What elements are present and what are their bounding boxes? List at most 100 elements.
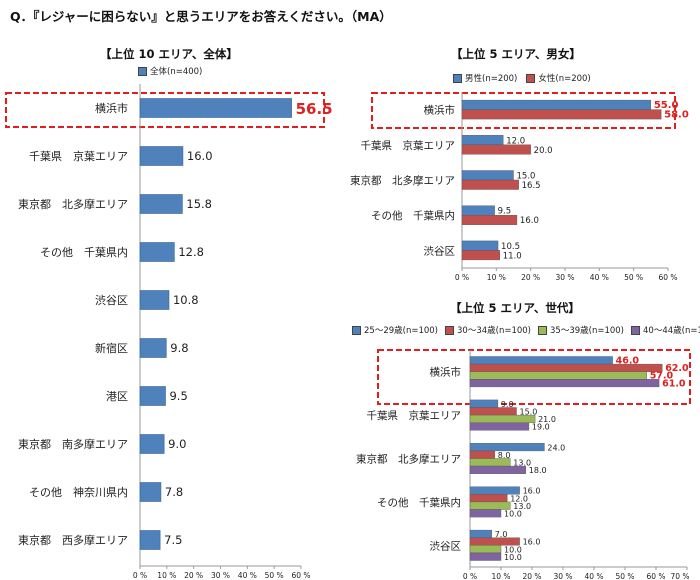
legend-label-male: 男性(n=200) — [465, 74, 518, 84]
category-label-gender: 千葉県 京葉エリア — [361, 139, 456, 152]
value-label-age: 16.0 — [523, 487, 541, 496]
bar-gender-female — [461, 179, 519, 190]
value-label-age: 12.0 — [510, 494, 528, 503]
legend-label-total: 全体(n=400) — [150, 67, 203, 77]
x-tick-label-total: 20 % — [184, 571, 203, 580]
question-title: Q．『レジャーに困らない』と思うエリアをお答えください。（MA） — [10, 9, 392, 24]
legend-swatch-total — [138, 66, 147, 76]
x-tick-label-gender: 0 % — [455, 273, 469, 282]
category-label-age: 千葉県 京葉エリア — [367, 409, 462, 422]
value-label-total: 56.5 — [296, 100, 333, 118]
value-label-total: 9.8 — [170, 341, 188, 355]
legend-age: 25～29歳(n=100) 30～34歳(n=100) 35～39歳(n=100… — [352, 324, 700, 336]
category-label-total: 東京都 南多摩エリア — [18, 437, 128, 451]
value-label-total: 10.8 — [173, 293, 199, 307]
legend-swatch-male — [453, 73, 462, 83]
x-tick-label-total: 0 % — [133, 571, 147, 580]
legend-total: 全体(n=400) — [138, 65, 202, 77]
legend-item-age4: 40～44歳(n=100) — [631, 324, 700, 336]
value-label-age: 57.0 — [650, 371, 674, 382]
bar-total — [139, 386, 166, 406]
value-label-gender: 58.0 — [664, 110, 689, 121]
bar-total — [139, 242, 175, 262]
value-label-age: 62.0 — [665, 363, 689, 374]
bar-age-3 — [469, 545, 502, 554]
bar-total — [139, 434, 165, 454]
highlight-box-total — [5, 92, 325, 128]
legend-label-female: 女性(n=200) — [538, 74, 591, 84]
value-label-gender: 12.0 — [506, 136, 525, 146]
bar-gender-male — [461, 170, 514, 181]
category-label-total: 東京都 北多摩エリア — [18, 197, 128, 211]
bar-gender-male — [461, 205, 495, 216]
bar-age-3 — [469, 371, 647, 380]
legend-label-age2: 30～34歳(n=100) — [457, 326, 531, 336]
x-tick-label-gender: 50 % — [624, 273, 643, 282]
bar-age-3 — [469, 501, 511, 510]
value-label-total: 16.0 — [187, 149, 213, 163]
bar-age-1 — [469, 443, 545, 452]
bar-age-1 — [469, 399, 499, 408]
legend-swatch-age1 — [352, 325, 361, 335]
bar-age-2 — [469, 537, 520, 546]
legend-item-age2: 30～34歳(n=100) — [445, 324, 531, 336]
bar-age-4 — [469, 509, 502, 518]
x-tick-label-total: 40 % — [238, 571, 257, 580]
x-tick-label-gender: 20 % — [521, 273, 540, 282]
value-label-total: 7.5 — [164, 533, 182, 547]
value-label-gender: 16.0 — [520, 216, 539, 226]
bar-total — [139, 338, 167, 358]
x-tick-label-total: 10 % — [157, 571, 176, 580]
value-label-gender: 20.0 — [534, 146, 553, 156]
x-tick-label-age: 70 % — [670, 572, 689, 580]
value-label-age: 16.0 — [523, 538, 541, 547]
value-label-total: 7.8 — [165, 485, 183, 499]
value-label-age: 13.0 — [513, 502, 531, 511]
legend-item-female: 女性(n=200) — [526, 72, 591, 84]
category-label-total: 渋谷区 — [95, 294, 128, 307]
category-label-gender: 渋谷区 — [424, 244, 456, 257]
x-tick-label-gender: 10 % — [487, 273, 506, 282]
x-tick-label-age: 60 % — [646, 572, 665, 580]
bar-total — [139, 194, 183, 214]
legend-item-male: 男性(n=200) — [453, 72, 517, 84]
value-label-gender: 16.5 — [522, 181, 541, 191]
value-label-total: 9.0 — [168, 437, 186, 451]
legend-label-age4: 40～44歳(n=100) — [643, 326, 700, 336]
category-label-age: 渋谷区 — [430, 539, 462, 552]
value-label-gender: 55.0 — [654, 100, 679, 111]
x-tick-label-age: 50 % — [615, 572, 634, 580]
bar-age-2 — [469, 450, 495, 459]
value-label-age: 10.0 — [504, 510, 522, 519]
category-label-total: 東京都 西多摩エリア — [18, 533, 128, 547]
category-label-total: 千葉県 京葉エリア — [29, 149, 128, 163]
legend-swatch-age3 — [538, 325, 547, 335]
category-label-age: 横浜市 — [430, 366, 462, 379]
legend-swatch-female — [526, 73, 536, 83]
category-label-gender: 横浜市 — [424, 104, 456, 117]
bar-gender-female — [461, 109, 662, 120]
x-tick-label-gender: 40 % — [590, 273, 609, 282]
legend-item-age3: 35～39歳(n=100) — [538, 324, 624, 336]
bar-gender-female — [461, 144, 531, 155]
category-label-gender: 東京都 北多摩エリア — [350, 174, 455, 187]
value-label-gender: 11.0 — [503, 251, 522, 261]
x-tick-label-age: 0 % — [463, 572, 477, 580]
category-label-total: その他 千葉県内 — [40, 245, 128, 259]
bar-age-2 — [469, 494, 508, 503]
category-label-age: 東京都 北多摩エリア — [356, 453, 461, 466]
legend-label-age1: 25～29歳(n=100) — [364, 326, 438, 336]
bar-age-1 — [469, 486, 520, 495]
bar-gender-male — [461, 135, 504, 146]
x-tick-label-total: 60 % — [291, 571, 310, 580]
value-label-gender: 10.5 — [501, 242, 520, 252]
bar-age-1 — [469, 356, 613, 365]
x-tick-label-age: 20 % — [522, 572, 541, 580]
value-label-gender: 9.5 — [498, 207, 512, 217]
value-label-age: 21.0 — [538, 415, 556, 424]
value-label-age: 24.0 — [547, 443, 565, 452]
legend-gender: 男性(n=200) 女性(n=200) — [453, 72, 591, 84]
chart-title-age: 【上位 5 エリア、世代】 — [450, 301, 580, 315]
value-label-age: 46.0 — [616, 356, 640, 367]
